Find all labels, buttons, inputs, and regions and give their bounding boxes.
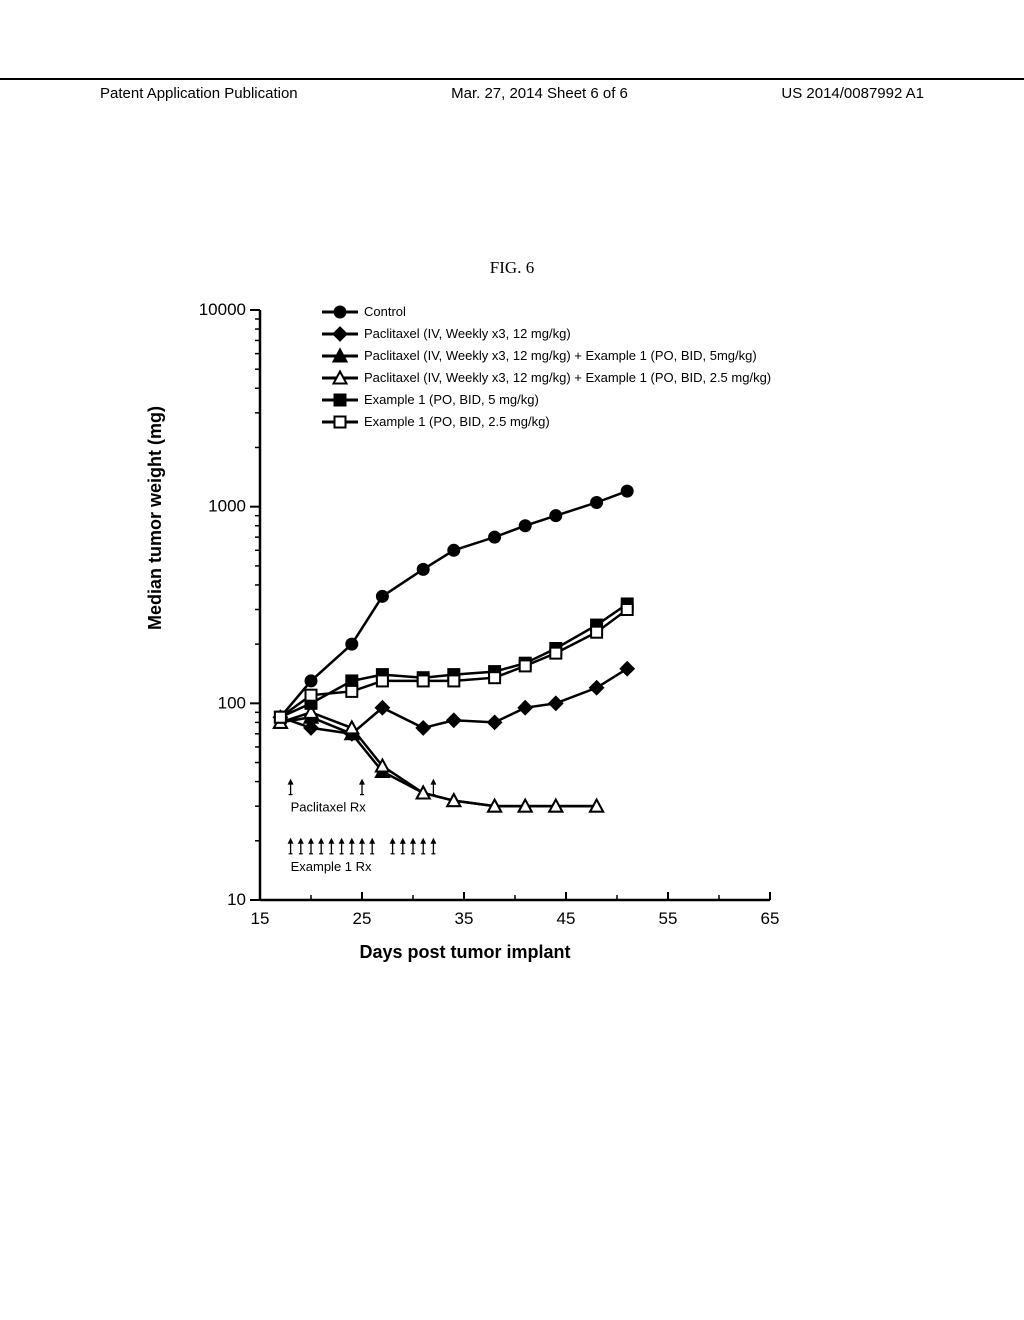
svg-text:100: 100 bbox=[218, 693, 246, 712]
svg-text:15: 15 bbox=[251, 909, 270, 928]
x-axis-label: Days post tumor implant bbox=[160, 942, 770, 963]
svg-text:Paclitaxel (IV, Weekly x3, 12: Paclitaxel (IV, Weekly x3, 12 mg/kg) + E… bbox=[364, 348, 757, 363]
header-left: Patent Application Publication bbox=[100, 85, 298, 102]
svg-text:Example 1 (PO, BID, 5 mg/kg): Example 1 (PO, BID, 5 mg/kg) bbox=[364, 392, 539, 407]
svg-text:55: 55 bbox=[659, 909, 678, 928]
header-right: US 2014/0087992 A1 bbox=[781, 85, 924, 102]
svg-text:Paclitaxel Rx: Paclitaxel Rx bbox=[291, 800, 367, 815]
svg-text:10: 10 bbox=[227, 890, 246, 909]
figure-title: FIG. 6 bbox=[0, 258, 1024, 278]
svg-text:65: 65 bbox=[761, 909, 780, 928]
chart-svg: 10 100 1000 10000 15 25 35 45 55 65 Control Paclita… bbox=[160, 300, 910, 940]
svg-text:25: 25 bbox=[353, 909, 372, 928]
svg-text:Paclitaxel (IV, Weekly x3, 12: Paclitaxel (IV, Weekly x3, 12 mg/kg) + E… bbox=[364, 370, 771, 385]
svg-text:Control: Control bbox=[364, 304, 406, 319]
svg-text:Example 1 Rx: Example 1 Rx bbox=[291, 859, 372, 874]
svg-text:Example 1 (PO, BID, 2.5 mg/kg): Example 1 (PO, BID, 2.5 mg/kg) bbox=[364, 414, 550, 429]
svg-text:1000: 1000 bbox=[208, 497, 246, 516]
svg-text:35: 35 bbox=[455, 909, 474, 928]
header-mid: Mar. 27, 2014 Sheet 6 of 6 bbox=[451, 85, 628, 102]
svg-text:10000: 10000 bbox=[199, 300, 246, 319]
page-header: Patent Application Publication Mar. 27, … bbox=[0, 78, 1024, 102]
chart: Median tumor weight (mg) 101001000100001… bbox=[160, 300, 910, 980]
svg-text:45: 45 bbox=[557, 909, 576, 928]
y-axis-label: Median tumor weight (mg) bbox=[145, 406, 166, 630]
svg-text:Paclitaxel (IV, Weekly x3, 12: Paclitaxel (IV, Weekly x3, 12 mg/kg) bbox=[364, 326, 571, 341]
